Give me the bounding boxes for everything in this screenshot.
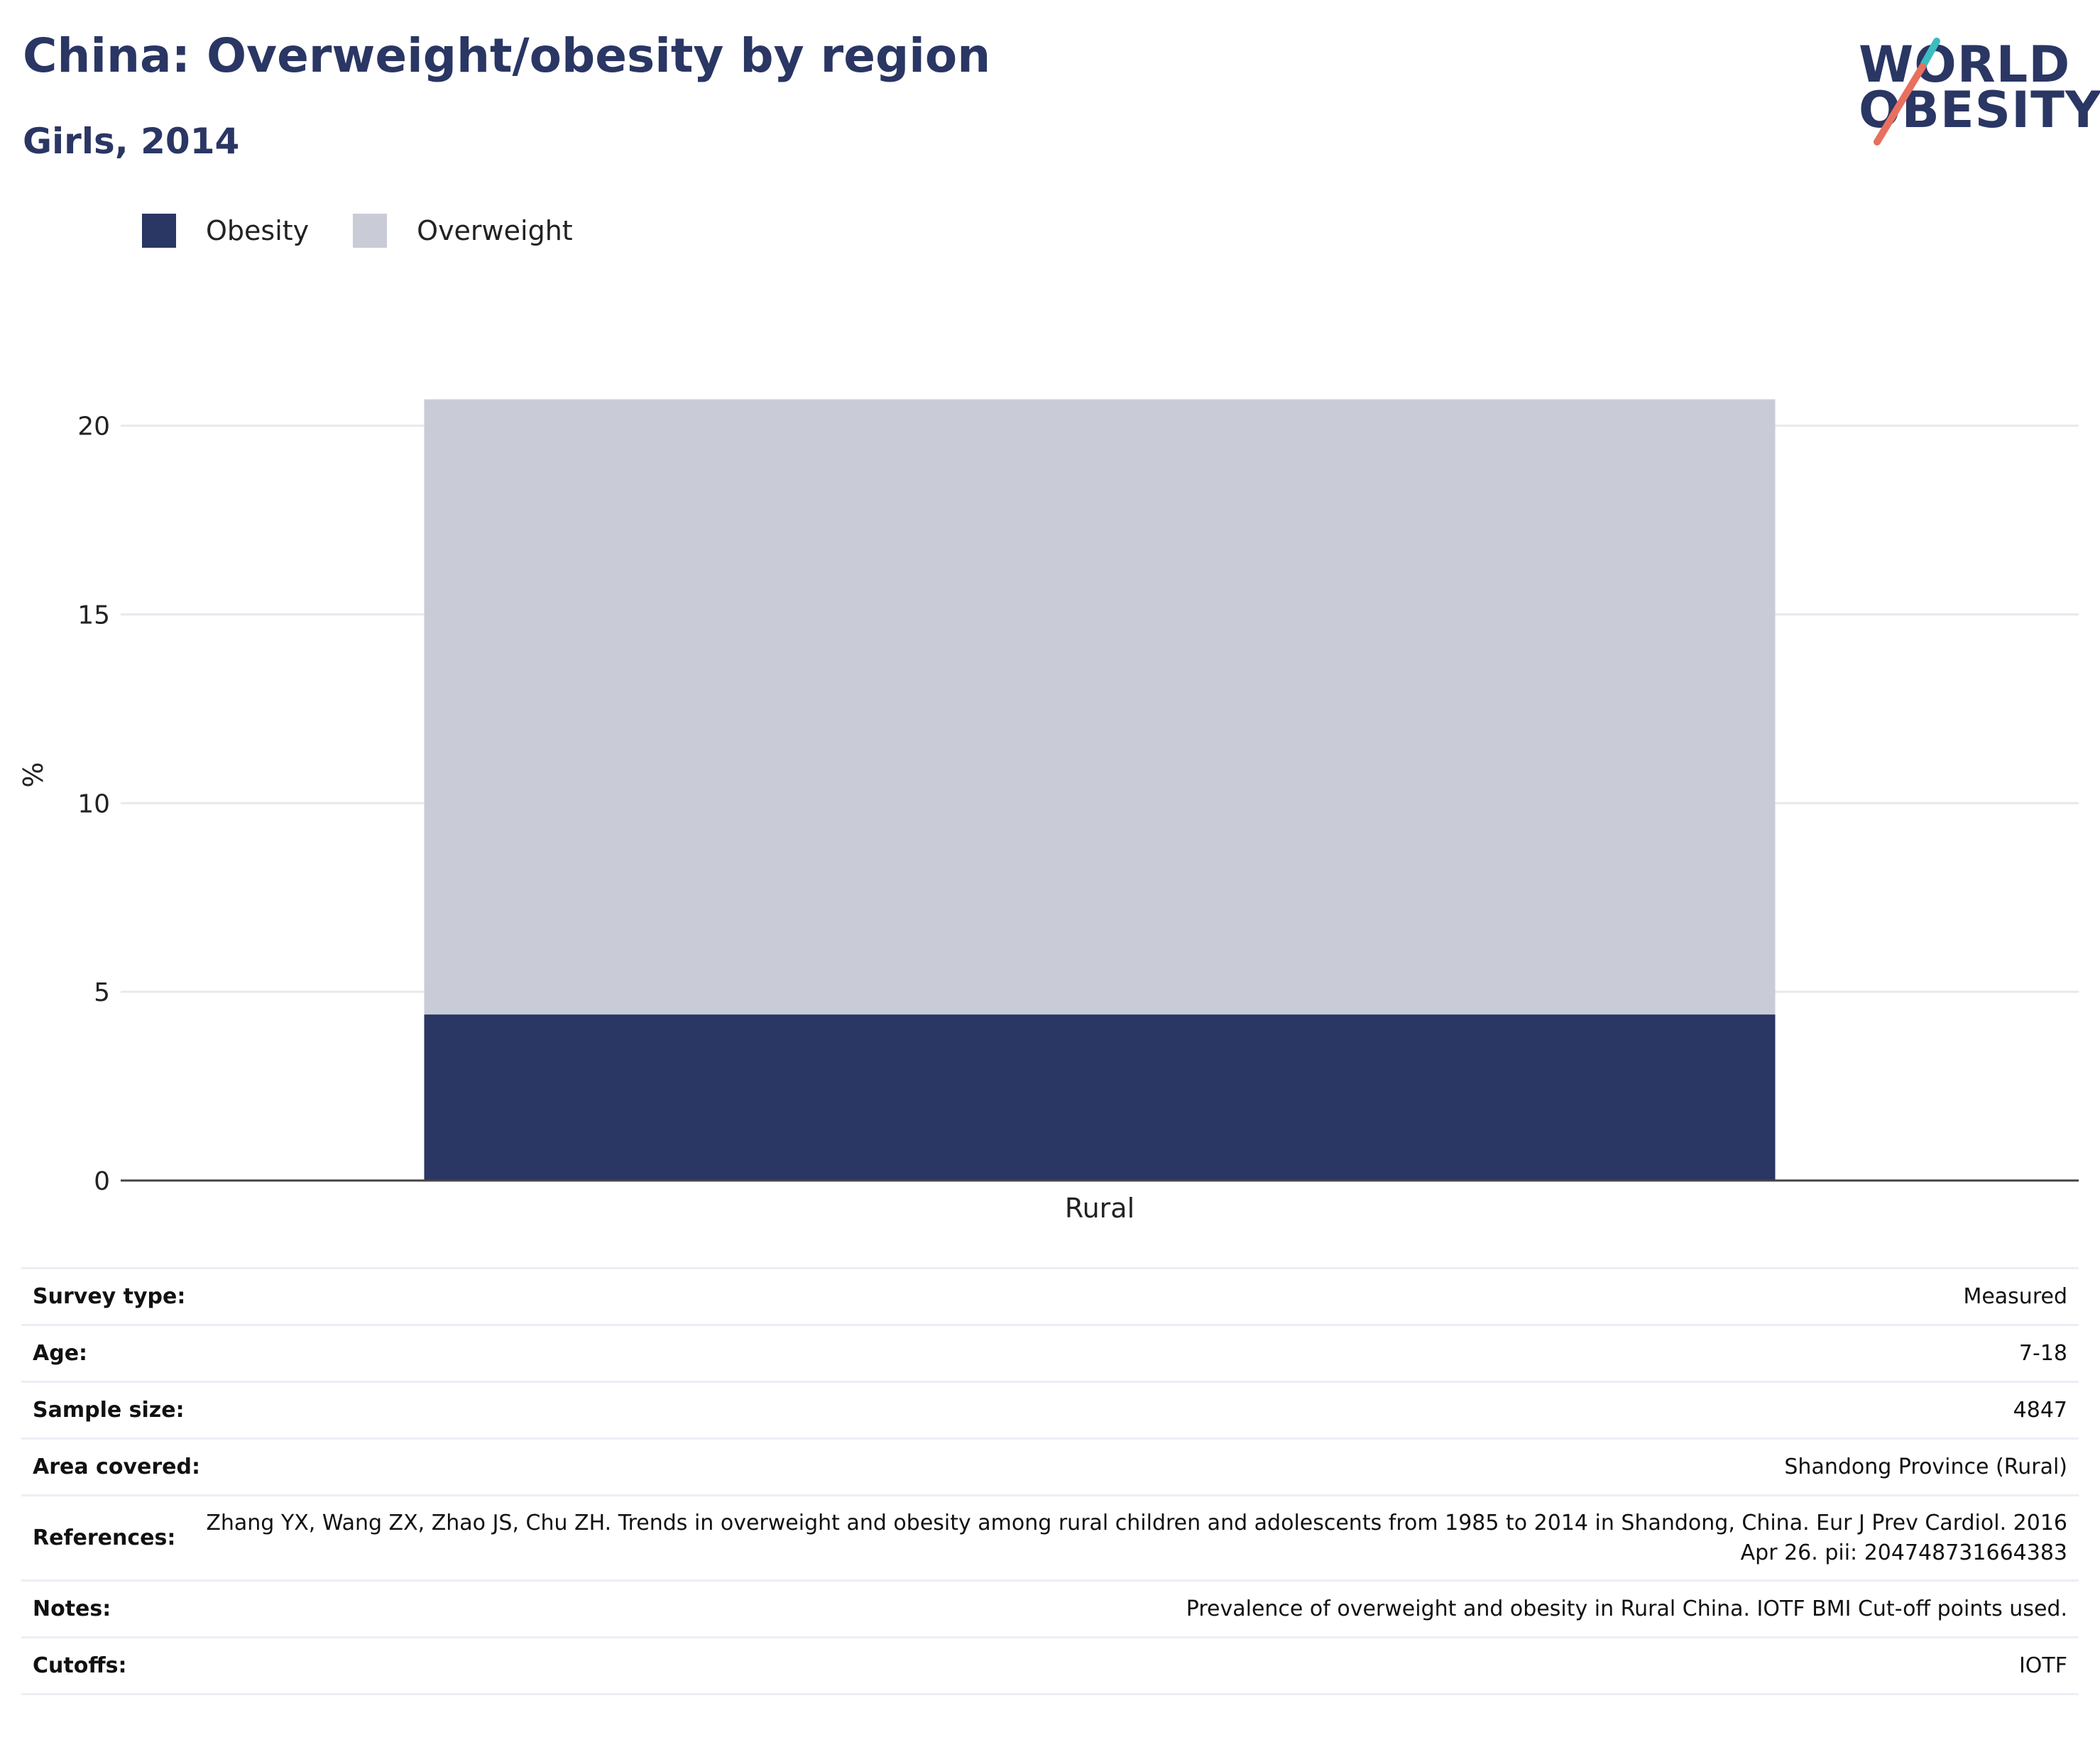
- legend-swatch-obesity: [142, 214, 176, 248]
- x-category-label: Rural: [1065, 1193, 1134, 1224]
- logo-text-line1: WORLD: [1859, 35, 2071, 94]
- y-tick-label: 20: [77, 412, 110, 442]
- info-key: Notes:: [33, 1597, 111, 1621]
- y-tick-labels: 0 5 10 15 20: [77, 412, 110, 1196]
- info-value: IOTF: [2018, 1653, 2067, 1678]
- logo-slash-icon: [1874, 38, 1940, 146]
- bars: [424, 399, 1776, 1181]
- info-row: References: Zhang YX, Wang ZX, Zhao JS, C…: [21, 1496, 2079, 1582]
- info-value: 7-18: [2018, 1340, 2067, 1366]
- info-row: Survey type: Measured: [21, 1269, 2079, 1326]
- info-value: 4847: [2013, 1397, 2067, 1423]
- legend-swatch-overweight: [353, 214, 388, 248]
- legend-item-overweight[interactable]: Overweight: [353, 214, 573, 248]
- x-category-labels: Rural: [1065, 1193, 1134, 1224]
- info-key: References:: [33, 1526, 176, 1550]
- legend-item-obesity[interactable]: Obesity: [142, 214, 309, 248]
- info-row: Sample size: 4847: [21, 1383, 2079, 1440]
- bar-obesity-rural[interactable]: [424, 1014, 1776, 1181]
- info-key: Age:: [33, 1341, 88, 1366]
- y-tick-label: 10: [77, 789, 110, 818]
- info-value: Shandong Province (Rural): [1784, 1454, 2067, 1479]
- info-row: Age: 7-18: [21, 1326, 2079, 1383]
- info-key: Sample size:: [33, 1398, 185, 1423]
- survey-info-table: Survey type: Measured Age: 7-18 Sample size:…: [21, 1267, 2079, 1695]
- legend-label-obesity: Obesity: [206, 215, 310, 246]
- y-tick-label: 0: [94, 1167, 110, 1196]
- info-value: Measured: [1963, 1283, 2067, 1309]
- chart-legend: Obesity Overweight: [142, 209, 617, 252]
- bar-overweight-rural[interactable]: [424, 399, 1776, 1015]
- y-tick-label: 5: [94, 978, 110, 1007]
- legend-label-overweight: Overweight: [417, 215, 573, 246]
- info-row: Cutoffs: IOTF: [21, 1638, 2079, 1695]
- info-key: Survey type:: [33, 1284, 186, 1309]
- info-key: Cutoffs:: [33, 1653, 127, 1678]
- y-axis-title: %: [18, 762, 49, 787]
- y-tick-label: 15: [77, 601, 110, 630]
- bar-chart: 0 5 10 15 20 % Rural: [18, 399, 2079, 1224]
- chart-subtitle: Girls, 2014: [23, 121, 240, 162]
- info-row: Area covered: Shandong Province (Rural): [21, 1440, 2079, 1496]
- info-value: Prevalence of overweight and obesity in …: [1186, 1596, 2067, 1621]
- world-obesity-logo: WORLD OBESITY: [1846, 21, 2100, 149]
- chart-title: China: Overweight/obesity by region: [23, 28, 991, 83]
- info-key: Area covered:: [33, 1455, 200, 1479]
- info-value: Zhang YX, Wang ZX, Zhao JS, Chu ZH. Tren…: [206, 1510, 2067, 1565]
- info-row: Notes: Prevalence of overweight and obesi…: [21, 1582, 2079, 1638]
